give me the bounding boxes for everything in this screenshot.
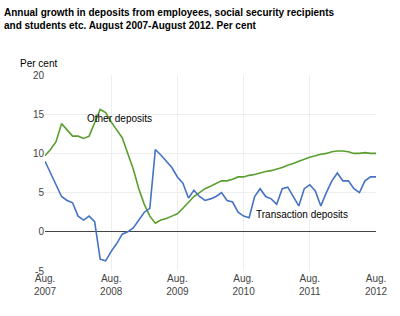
svg-text:Aug.2007: Aug.2007 — [34, 273, 57, 297]
svg-text:Aug.2009: Aug.2009 — [166, 273, 189, 297]
svg-text:Other deposits: Other deposits — [87, 113, 152, 124]
svg-text:Aug.2011: Aug.2011 — [299, 273, 321, 297]
svg-text:20: 20 — [33, 70, 45, 81]
svg-text:-5: -5 — [35, 266, 44, 277]
svg-text:Transaction deposits: Transaction deposits — [256, 209, 348, 220]
svg-text:Per cent: Per cent — [20, 58, 57, 69]
svg-text:10: 10 — [33, 148, 45, 159]
svg-text:0: 0 — [38, 226, 44, 237]
svg-text:Aug.2012: Aug.2012 — [365, 273, 388, 297]
svg-text:15: 15 — [33, 109, 45, 120]
svg-text:5: 5 — [38, 187, 44, 198]
svg-text:Annual growth in deposits from: Annual growth in deposits from employees… — [4, 7, 335, 31]
svg-text:Aug.2010: Aug.2010 — [232, 273, 255, 297]
svg-text:Aug.2008: Aug.2008 — [100, 273, 123, 297]
